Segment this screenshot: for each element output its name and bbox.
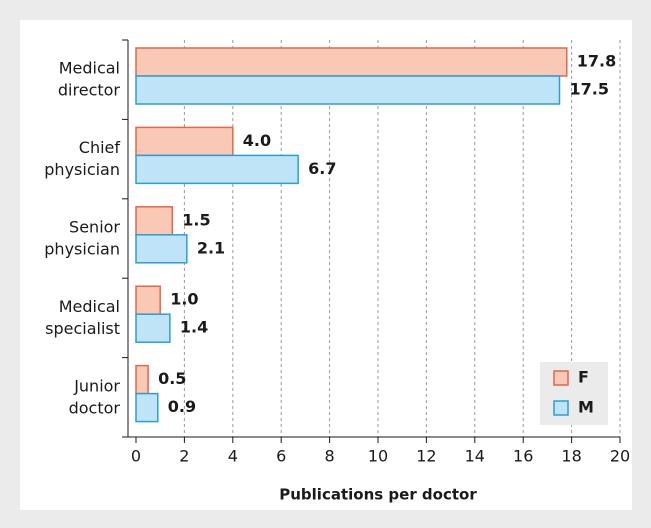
- bar-value-label: 1.0: [170, 290, 198, 309]
- bar-value-label: 0.5: [158, 369, 186, 388]
- bar-value-label: 4.0: [243, 131, 271, 150]
- bar: [135, 126, 234, 157]
- bar-value-label: 6.7: [308, 159, 336, 178]
- y-tick-label: Medical specialist: [45, 296, 120, 337]
- x-tick-label: 10: [368, 447, 388, 466]
- bar: [135, 47, 568, 77]
- x-tick-label: 6: [276, 447, 286, 466]
- bar-value-label: 17.8: [577, 52, 616, 71]
- x-tick-label: 14: [465, 447, 485, 466]
- legend-label: M: [578, 398, 594, 417]
- y-tick-label: Senior physician: [44, 217, 120, 258]
- bar: [135, 364, 149, 395]
- x-tick-label: 0: [131, 447, 141, 466]
- x-tick-label: 4: [228, 447, 238, 466]
- bar-value-label: 0.9: [168, 397, 196, 416]
- x-tick-label: 18: [561, 447, 581, 466]
- x-tick-label: 12: [416, 447, 436, 466]
- x-axis-label: Publications per doctor: [279, 486, 477, 504]
- bar: [135, 313, 171, 343]
- bar-value-label: 2.1: [197, 238, 225, 257]
- bar: [135, 285, 161, 315]
- bar-value-label: 1.5: [182, 210, 210, 229]
- x-tick-label: 2: [179, 447, 189, 466]
- bar-value-label: 17.5: [570, 80, 609, 99]
- bar: [135, 392, 159, 423]
- y-tick-label: Chief physician: [44, 138, 120, 179]
- bar-value-label: 1.4: [180, 318, 208, 337]
- legend-swatch: [553, 400, 569, 416]
- y-tick-label: Junior doctor: [69, 376, 121, 417]
- x-tick-label: 16: [513, 447, 533, 466]
- x-tick-label: 8: [325, 447, 335, 466]
- bar: [135, 75, 561, 105]
- y-tick-label: Medical director: [58, 58, 121, 99]
- legend-box: [540, 362, 608, 425]
- x-tick-label: 20: [610, 447, 630, 466]
- bar: [135, 206, 174, 236]
- bar: [135, 154, 299, 185]
- bar: [135, 234, 188, 264]
- legend-label: F: [578, 368, 589, 387]
- legend-swatch: [553, 370, 569, 386]
